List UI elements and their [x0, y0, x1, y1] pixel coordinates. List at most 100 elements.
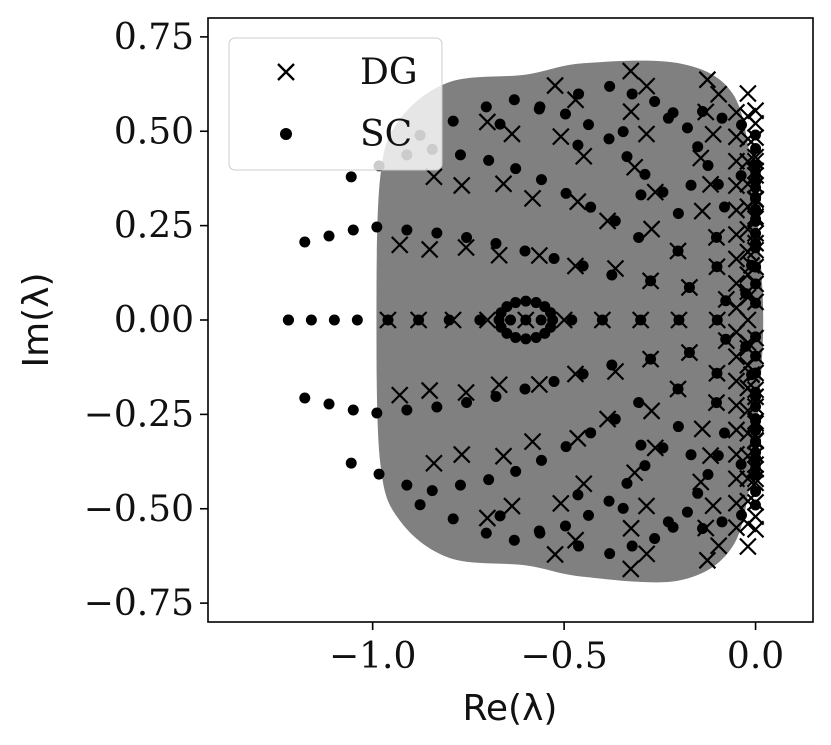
sc-point: [345, 171, 357, 183]
sc-point: [606, 359, 618, 371]
sc-point: [510, 465, 522, 477]
sc-point: [681, 122, 693, 134]
dg-point: [478, 509, 497, 527]
dg-point: [566, 531, 585, 549]
dg-point: [693, 202, 712, 220]
dg-point: [546, 545, 564, 564]
sc-point: [609, 215, 621, 227]
sc-point: [639, 460, 651, 472]
sc-point: [535, 314, 547, 326]
sc-point: [299, 392, 311, 404]
dg-point: [552, 127, 570, 146]
sc-point: [749, 129, 761, 141]
dg-point: [701, 175, 720, 194]
dg-point: [739, 356, 757, 375]
y-tick-label: 0.75: [114, 17, 194, 58]
sc-point: [323, 398, 335, 410]
sc-point: [672, 207, 684, 219]
dg-point: [742, 365, 761, 384]
dg-point: [425, 454, 443, 473]
legend-marker-dot: [280, 128, 292, 140]
sc-point: [718, 201, 730, 213]
dg-point: [593, 311, 612, 329]
sc-point: [520, 333, 532, 345]
dg-point: [727, 128, 746, 146]
dg-point: [552, 494, 570, 513]
dg-point: [452, 445, 471, 464]
x-axis-label: Re(λ): [463, 688, 558, 729]
sc-point: [582, 119, 594, 131]
sc-point: [282, 314, 294, 326]
dg-point: [637, 545, 656, 563]
dg-point: [739, 243, 757, 261]
sc-point: [692, 487, 704, 499]
sc-point: [530, 297, 542, 309]
sc-point: [716, 516, 728, 528]
dg-point: [625, 463, 644, 482]
sc-point: [431, 401, 443, 413]
dg-point: [701, 446, 720, 465]
dg-point: [727, 152, 746, 171]
sc-point: [351, 314, 363, 326]
dg-point: [622, 102, 640, 121]
sc-point: [534, 101, 546, 113]
sc-point: [621, 151, 633, 163]
sc-point: [447, 513, 459, 525]
dg-point: [746, 414, 765, 433]
dg-point: [727, 469, 746, 488]
dg-point: [727, 323, 746, 341]
dg-point: [739, 84, 757, 103]
sc-point: [480, 527, 492, 539]
sc-point: [712, 178, 724, 190]
sc-point: [566, 314, 578, 326]
dg-point: [746, 207, 765, 226]
dg-point: [390, 386, 409, 404]
dg-point: [707, 228, 726, 247]
legend-label: DG: [360, 52, 418, 93]
dg-point: [530, 375, 549, 394]
sc-point: [685, 179, 697, 191]
sc-point: [672, 421, 684, 433]
dg-point: [517, 311, 535, 329]
plot-area: [282, 60, 765, 583]
dg-point: [621, 560, 640, 578]
dg-point: [631, 311, 650, 329]
plot-content: [282, 60, 765, 583]
dg-point: [727, 225, 746, 244]
sc-point: [401, 224, 413, 236]
sc-point: [657, 442, 669, 454]
sc-point: [510, 331, 522, 343]
dg-point: [692, 149, 710, 167]
dg-point: [568, 429, 587, 448]
dg-point: [420, 381, 439, 400]
dg-point: [742, 256, 761, 275]
sc-point: [750, 486, 762, 498]
dg-point: [457, 383, 475, 402]
dg-point: [646, 439, 665, 457]
dg-point: [621, 62, 640, 80]
dg-point: [641, 272, 660, 290]
sc-point: [548, 375, 560, 387]
legend: DG SC: [228, 37, 443, 171]
sc-point: [328, 314, 340, 326]
dg-point: [746, 101, 765, 120]
sc-point: [749, 499, 761, 511]
sc-point: [626, 88, 638, 100]
dg-point: [670, 311, 688, 329]
legend-label: SC: [360, 114, 412, 155]
sc-point: [480, 101, 492, 113]
sc-point: [454, 479, 466, 491]
x-tick-label: −0.5: [520, 636, 607, 677]
sc-point: [510, 297, 522, 309]
sc-point: [347, 404, 359, 416]
dg-point: [709, 536, 728, 555]
sc-point: [494, 510, 506, 522]
dg-point: [503, 125, 521, 143]
dg-point: [739, 282, 757, 301]
sc-point: [685, 449, 697, 461]
dg-point: [444, 311, 462, 329]
sc-point: [560, 441, 572, 453]
dg-point: [717, 290, 736, 309]
sc-point: [508, 94, 520, 106]
